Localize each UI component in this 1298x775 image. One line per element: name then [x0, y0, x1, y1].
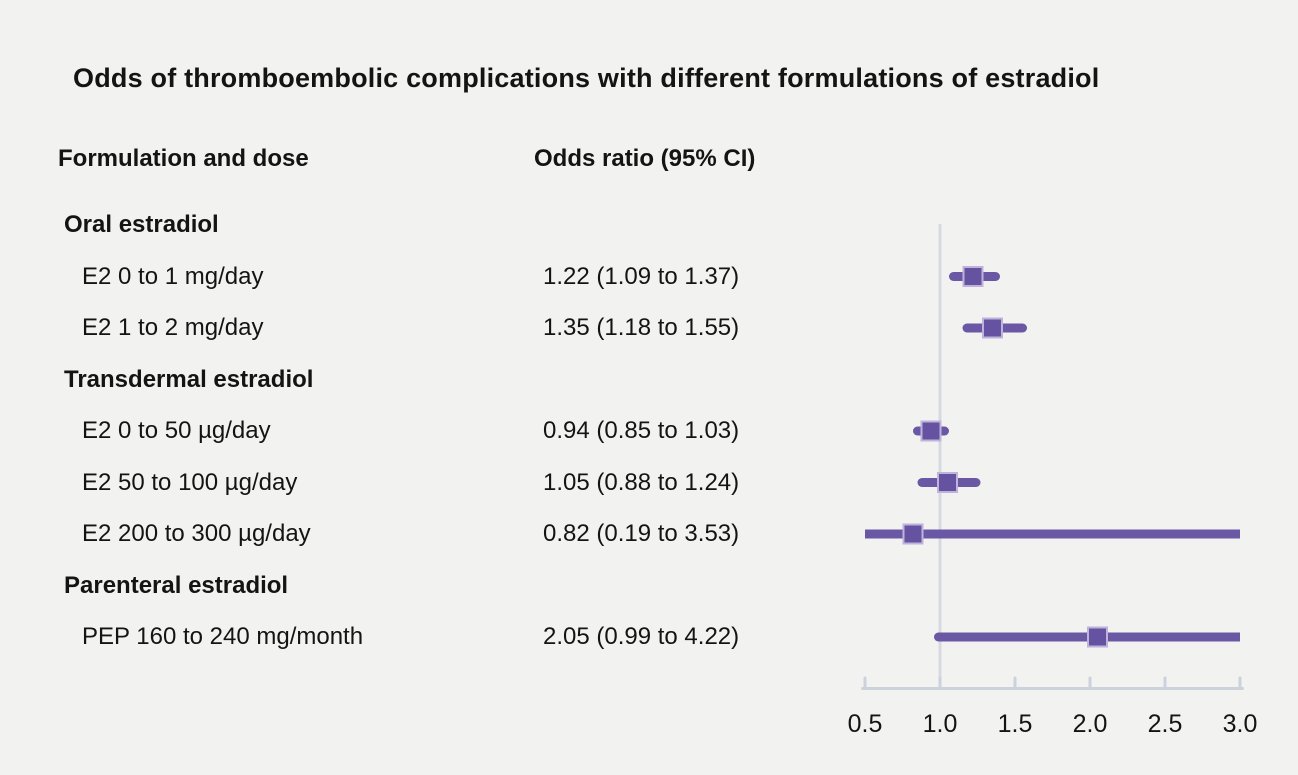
group-label: Parenteral estradiol	[64, 571, 289, 599]
odds-ratio-value: 0.94 (0.85 to 1.03)	[543, 417, 740, 444]
row-label: E2 0 to 50 µg/day	[82, 417, 271, 444]
row-label: E2 1 to 2 mg/day	[82, 314, 264, 341]
odds-ratio-value: 1.05 (0.88 to 1.24)	[543, 468, 740, 496]
ci-line-cap	[991, 272, 1000, 281]
odds-ratio-value: 2.05 (0.99 to 4.22)	[543, 623, 740, 650]
point-estimate-marker	[902, 523, 924, 545]
ci-line-cap	[962, 323, 972, 333]
row-label: E2 50 to 100 µg/day	[82, 468, 298, 496]
point-estimate-marker	[1087, 626, 1108, 648]
point-estimate-marker	[920, 420, 942, 442]
row-label: PEP 160 to 240 mg/month	[82, 623, 364, 650]
ci-line-cap	[913, 426, 922, 436]
ci-line-cap	[934, 632, 943, 642]
point-estimate-marker	[962, 266, 984, 287]
column-header-odds-ratio: Odds ratio (95% CI)	[534, 145, 756, 172]
odds-ratio-value: 0.82 (0.19 to 3.53)	[543, 520, 740, 547]
x-axis-tick-label: 3.0	[1223, 710, 1258, 738]
ci-line-cap	[1018, 323, 1027, 333]
row-label: E2 200 to 300 µg/day	[82, 520, 311, 547]
x-axis-tick-label: 1.5	[998, 710, 1033, 738]
row-label: E2 0 to 1 mg/day	[82, 262, 264, 290]
group-label: Oral estradiol	[64, 211, 219, 238]
ci-line-cap	[971, 478, 981, 487]
x-axis-tick-label: 2.0	[1073, 710, 1108, 738]
column-header-formulation: Formulation and dose	[58, 145, 309, 172]
odds-ratio-value: 1.35 (1.18 to 1.55)	[543, 314, 740, 341]
ci-line-cap	[949, 272, 958, 281]
point-estimate-marker	[982, 317, 1003, 339]
odds-ratio-value: 1.22 (1.09 to 1.37)	[543, 262, 740, 290]
figure-title: Odds of thromboembolic complications wit…	[73, 63, 1100, 93]
ci-line-cap	[940, 426, 949, 436]
x-axis-tick-label: 2.5	[1148, 710, 1183, 738]
x-axis-tick-label: 1.0	[923, 710, 958, 738]
point-estimate-marker	[937, 472, 958, 493]
group-label: Transdermal estradiol	[64, 365, 314, 393]
x-axis-tick-label: 0.5	[848, 710, 883, 738]
ci-line-cap	[917, 478, 927, 487]
